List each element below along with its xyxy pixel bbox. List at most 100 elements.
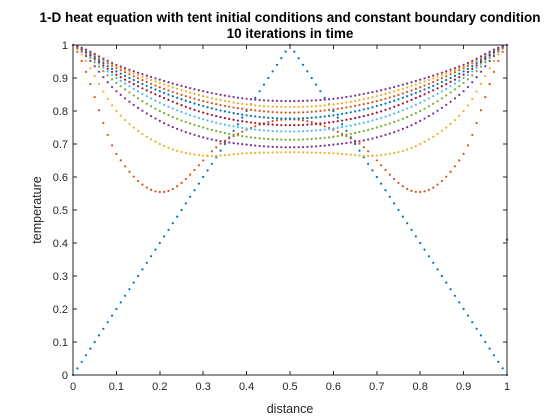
data-point xyxy=(375,104,378,108)
data-point xyxy=(232,106,235,109)
data-point xyxy=(432,261,435,264)
data-point xyxy=(449,70,452,73)
data-point xyxy=(76,50,79,53)
data-point xyxy=(154,84,157,87)
data-point xyxy=(466,67,470,71)
data-point xyxy=(340,134,344,137)
x-tick-label: 0.7 xyxy=(369,381,384,393)
data-point xyxy=(362,92,365,96)
data-point xyxy=(423,140,426,143)
data-point xyxy=(393,105,396,108)
data-point xyxy=(184,202,187,205)
data-point xyxy=(206,112,209,115)
data-point xyxy=(150,255,153,258)
data-point xyxy=(115,307,118,311)
data-point xyxy=(150,82,153,85)
y-tick-label: 0.5 xyxy=(53,205,68,217)
data-point xyxy=(445,281,448,284)
data-point xyxy=(210,120,213,123)
data-point xyxy=(432,74,435,77)
data-point xyxy=(423,84,426,87)
data-point xyxy=(145,102,148,105)
data-point xyxy=(375,118,378,121)
data-point xyxy=(436,73,439,76)
data-point xyxy=(440,74,443,77)
data-point xyxy=(301,99,305,103)
data-point xyxy=(453,165,457,168)
data-point xyxy=(293,50,296,53)
data-point xyxy=(284,130,287,133)
data-point xyxy=(176,185,179,188)
data-point xyxy=(367,120,370,123)
data-point xyxy=(267,105,270,108)
data-point xyxy=(128,122,131,126)
data-point xyxy=(119,65,122,68)
data-point xyxy=(215,98,218,101)
data-point xyxy=(97,62,101,65)
data-point xyxy=(180,98,183,101)
data-point xyxy=(340,102,344,105)
data-point xyxy=(154,190,157,193)
data-point xyxy=(479,65,483,68)
data-point xyxy=(236,107,240,110)
data-point xyxy=(354,154,357,157)
data-point xyxy=(453,78,457,81)
data-point xyxy=(414,83,417,86)
data-point xyxy=(345,133,348,136)
data-point xyxy=(119,76,122,79)
data-point xyxy=(97,334,101,337)
data-point xyxy=(280,99,283,103)
data-point xyxy=(228,153,231,156)
data-point xyxy=(336,143,339,146)
data-point xyxy=(76,367,79,370)
data-point xyxy=(445,94,448,97)
data-point xyxy=(475,62,478,65)
data-point xyxy=(497,46,500,49)
data-point xyxy=(306,138,309,141)
data-point xyxy=(488,83,491,86)
data-point xyxy=(458,72,461,75)
data-point xyxy=(150,97,153,100)
x-tick-label: 0.9 xyxy=(456,381,471,393)
data-point xyxy=(215,139,218,142)
data-point xyxy=(397,110,400,114)
data-point xyxy=(167,146,170,149)
data-point xyxy=(293,105,296,109)
data-point xyxy=(123,78,127,81)
data-point xyxy=(349,132,352,135)
data-point xyxy=(440,97,443,100)
data-point xyxy=(410,93,413,96)
data-point xyxy=(406,90,409,94)
data-point xyxy=(427,97,430,100)
data-point xyxy=(349,100,352,103)
data-point xyxy=(176,96,179,99)
data-point xyxy=(432,135,435,138)
data-point xyxy=(484,74,487,78)
data-point xyxy=(449,100,452,103)
data-point xyxy=(332,135,335,138)
data-point xyxy=(145,112,148,115)
x-tick-label: 0 xyxy=(70,381,76,393)
data-point xyxy=(232,153,235,156)
data-point xyxy=(137,90,140,93)
x-tick-label: 0.3 xyxy=(196,381,211,393)
data-point xyxy=(171,187,174,191)
data-point xyxy=(97,58,101,62)
data-point xyxy=(440,71,443,74)
data-point xyxy=(132,70,135,73)
chart-subtitle: 10 iterations in time xyxy=(227,26,354,41)
data-point xyxy=(466,70,470,74)
data-point xyxy=(110,144,114,147)
data-point xyxy=(445,103,448,106)
x-tick-label: 1 xyxy=(504,381,510,393)
data-point xyxy=(375,136,378,139)
data-point xyxy=(154,80,157,83)
data-point xyxy=(293,117,296,120)
data-point xyxy=(449,80,452,83)
data-point xyxy=(106,321,109,324)
data-point xyxy=(345,153,348,156)
data-point xyxy=(479,55,483,58)
data-point xyxy=(458,93,461,96)
data-point xyxy=(189,107,192,110)
